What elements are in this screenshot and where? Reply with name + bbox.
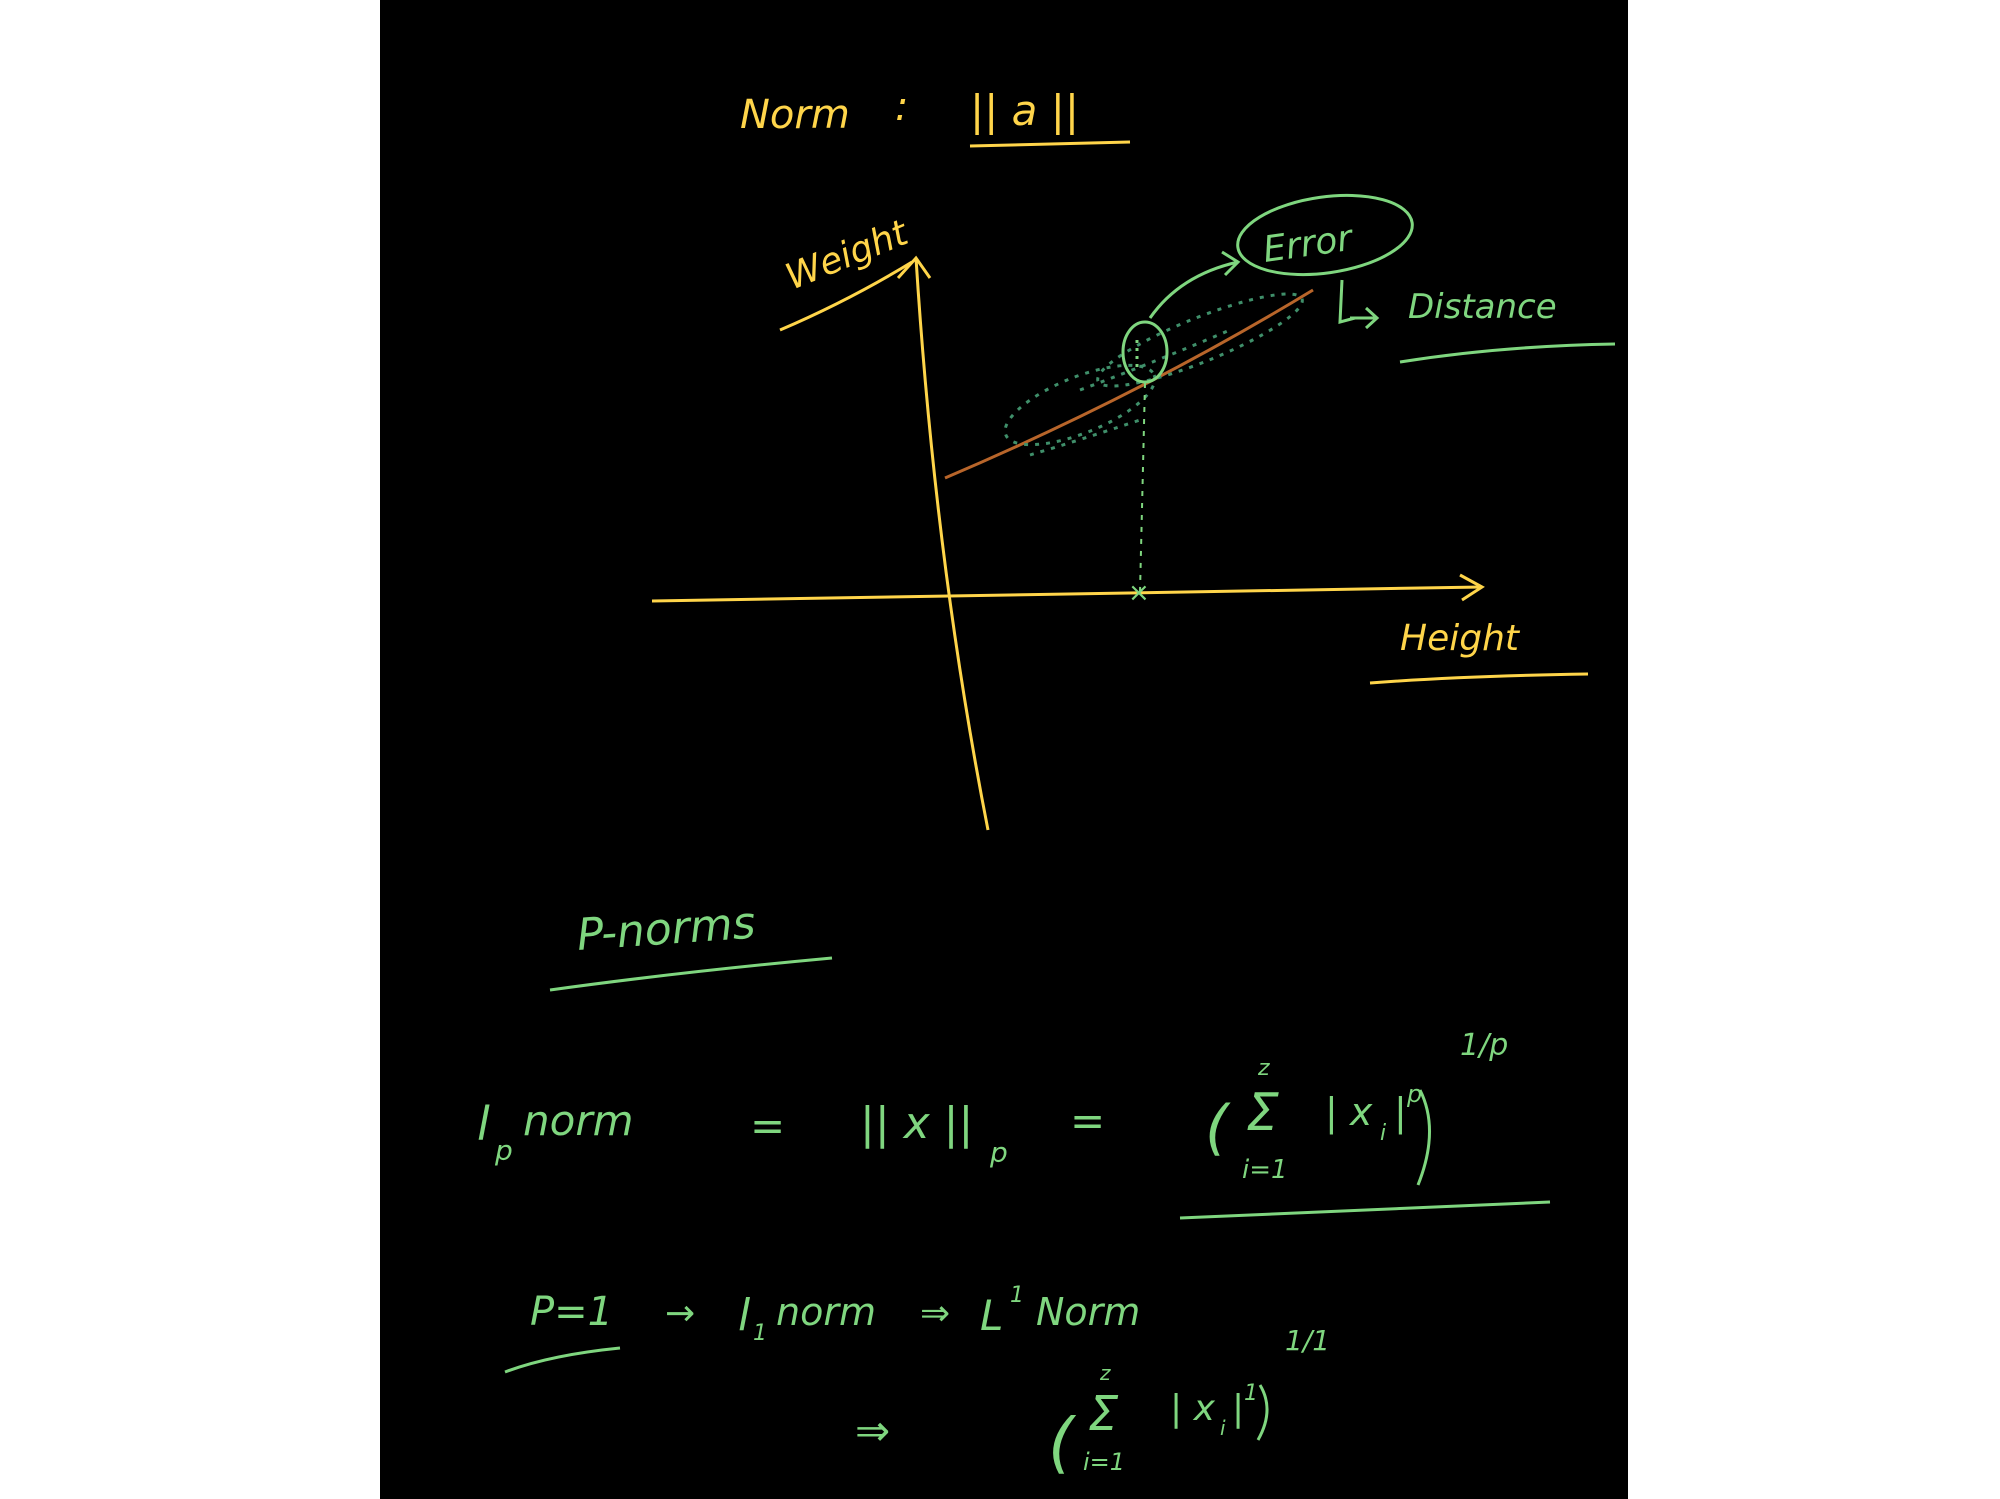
p1-term: | x — [1170, 1388, 1216, 1429]
p1-term-subscript: i — [1220, 1416, 1226, 1440]
p1-expansion: ⇒ ( z Σ i=1 | x i | 1 1/1 — [855, 1324, 1330, 1481]
x-projection-mark: × — [1128, 578, 1150, 608]
error-arrow — [1148, 260, 1239, 319]
sum-lower-limit: i=1 — [1242, 1155, 1288, 1185]
error-arrowhead — [1221, 250, 1241, 277]
distance-arrow — [1350, 306, 1380, 330]
lp-norm-definition: l p norm = || x || p = ( z Σ i=1 | x i |… — [477, 1028, 1551, 1220]
error-ellipse — [1236, 193, 1414, 277]
whiteboard-canvas: Norm : || a || Weight Height × — [477, 84, 1616, 1481]
x-axis-label: Height — [1400, 618, 1521, 659]
p1-implies: ⇒ — [855, 1406, 890, 1455]
sum-symbol: Σ — [1246, 1083, 1279, 1143]
l1-norm-power: 1 — [1010, 1283, 1024, 1308]
norm-x: || x || — [860, 1098, 973, 1149]
lp-symbol: l — [477, 1097, 490, 1151]
l1-norm-word: norm — [776, 1290, 876, 1334]
p1-underline — [504, 1346, 621, 1374]
l1-symbol: l — [738, 1290, 751, 1341]
lp-subscript: p — [494, 1134, 513, 1167]
p1-paren-close-stroke — [1256, 1384, 1269, 1441]
sum-term: | x — [1325, 1090, 1373, 1135]
p-norms-underline — [549, 956, 833, 992]
norm-heading: Norm : || a || — [740, 84, 1131, 148]
p1-case: P=1 → l 1 norm ⇒ L 1 Norm — [504, 1283, 1140, 1374]
sum-term-power: p — [1406, 1080, 1422, 1108]
norm-expression: || a || — [970, 86, 1079, 135]
error-label: Error — [1261, 218, 1357, 271]
distance-hook — [1338, 279, 1356, 324]
norm-x-subscript: p — [989, 1136, 1008, 1169]
regression-line — [944, 288, 1314, 480]
sum-upper-limit: z — [1257, 1056, 1270, 1081]
norm-word: Norm — [740, 92, 850, 138]
p1-sum-lower-limit: i=1 — [1083, 1448, 1125, 1476]
distance-label: Distance — [1408, 287, 1557, 327]
l1-subscript: 1 — [753, 1321, 767, 1346]
distance-underline — [1399, 342, 1616, 364]
p1-paren-open: ( — [1048, 1404, 1077, 1481]
definition-equals-1: = — [750, 1101, 785, 1150]
projection-line — [1139, 382, 1146, 593]
sum-term-bar: | — [1394, 1090, 1407, 1135]
highlighted-point-circle — [1121, 320, 1169, 384]
p1-sum-upper-limit: z — [1099, 1361, 1111, 1385]
sum-paren-open: ( — [1205, 1093, 1231, 1163]
definition-equals-2: = — [1070, 1096, 1105, 1145]
p1-condition: P=1 — [530, 1289, 613, 1335]
x-axis — [651, 585, 1483, 603]
y-label-underline — [779, 260, 913, 332]
norm-underline — [969, 140, 1131, 148]
p1-sum-symbol: Σ — [1088, 1386, 1119, 1442]
blackboard: Norm : || a || Weight Height × — [380, 0, 1628, 1499]
p1-term-bar: | — [1232, 1388, 1244, 1429]
graph: Weight Height × Error Distan — [651, 193, 1616, 831]
sum-outer-power: 1/p — [1460, 1028, 1508, 1063]
norm-colon: : — [895, 84, 908, 130]
p-norms-title: P-norms — [575, 898, 757, 961]
p-norms-section: P-norms l p norm = || x || p = ( z Σ i=1… — [477, 898, 1551, 1481]
sum-term-subscript: i — [1380, 1121, 1386, 1146]
p1-arrow-2: ⇒ — [920, 1293, 950, 1334]
sum-paren-close-stroke — [1416, 1089, 1432, 1186]
y-axis-label: Weight — [780, 212, 915, 298]
y-axis-arrowhead — [896, 255, 932, 280]
x-label-underline — [1369, 672, 1589, 685]
lp-norm-word: norm — [523, 1096, 634, 1145]
x-axis-arrowhead — [1459, 573, 1485, 602]
p1-arrow-1: → — [665, 1293, 695, 1334]
definition-underline — [1179, 1200, 1551, 1220]
l1-norm-word-2: Norm — [1036, 1290, 1140, 1334]
y-axis — [914, 257, 990, 831]
l1-norm-letter: L — [980, 1291, 1003, 1340]
p1-outer-power: 1/1 — [1285, 1324, 1330, 1357]
p1-term-power: 1 — [1244, 1381, 1258, 1406]
